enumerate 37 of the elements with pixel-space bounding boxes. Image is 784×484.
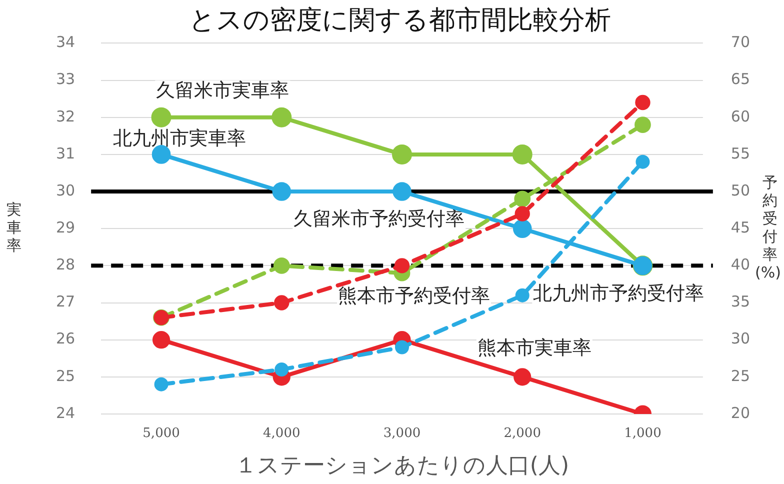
x-tick-label: 2,000 — [504, 426, 541, 442]
x-tick-label: 5,000 — [142, 426, 180, 442]
series-label: 北九州市予約受付率 — [533, 282, 704, 305]
y-tick-label: 26 — [56, 330, 76, 348]
y2-tick-label: 65 — [730, 70, 750, 88]
y-tick-label: 25 — [56, 366, 76, 385]
y2-tick-label: 20 — [730, 404, 750, 422]
y-tick-label: 30 — [56, 181, 76, 200]
series-label: 熊本市予約受付率 — [338, 285, 490, 308]
series-label: 熊本市実車率 — [477, 337, 592, 360]
series-label: 久留米市予約受付率 — [294, 208, 465, 230]
y2-tick-label: 30 — [730, 330, 750, 348]
y2-axis-title: 予約受付率(%) — [755, 173, 781, 282]
y2-tick-label: 25 — [730, 366, 750, 385]
y-tick-label: 28 — [56, 256, 76, 274]
y-tick-label: 31 — [56, 144, 76, 162]
y2-tick-label: 70 — [730, 33, 750, 52]
y-tick-label: 27 — [56, 292, 76, 311]
y2-tick-label: 50 — [730, 181, 750, 200]
x-tick-label: 3,000 — [383, 426, 421, 442]
y2-tick-label: 55 — [730, 144, 750, 162]
y2-tick-label: 40 — [730, 256, 750, 274]
x-tick-label: 4,000 — [263, 426, 300, 442]
y-axis-title: 実車率 — [6, 200, 22, 254]
y-tick-label: 24 — [56, 404, 76, 422]
x-tick-label: 1,000 — [624, 426, 662, 442]
y-tick-label: 33 — [56, 70, 76, 88]
chart-title: とスの密度に関する都市間比較分析 — [189, 5, 611, 36]
y2-tick-label: 35 — [730, 292, 750, 311]
series-label: 久留米市実車率 — [156, 79, 290, 102]
y2-tick-label: 60 — [730, 107, 750, 126]
x-axis-title: １ステーションあたりの人口(人) — [234, 454, 570, 479]
y-tick-label: 32 — [56, 107, 76, 126]
y-tick-label: 29 — [56, 218, 76, 236]
y-tick-label: 34 — [56, 33, 76, 52]
y2-tick-label: 45 — [730, 218, 750, 236]
series-label: 北九州市実車率 — [112, 128, 246, 150]
